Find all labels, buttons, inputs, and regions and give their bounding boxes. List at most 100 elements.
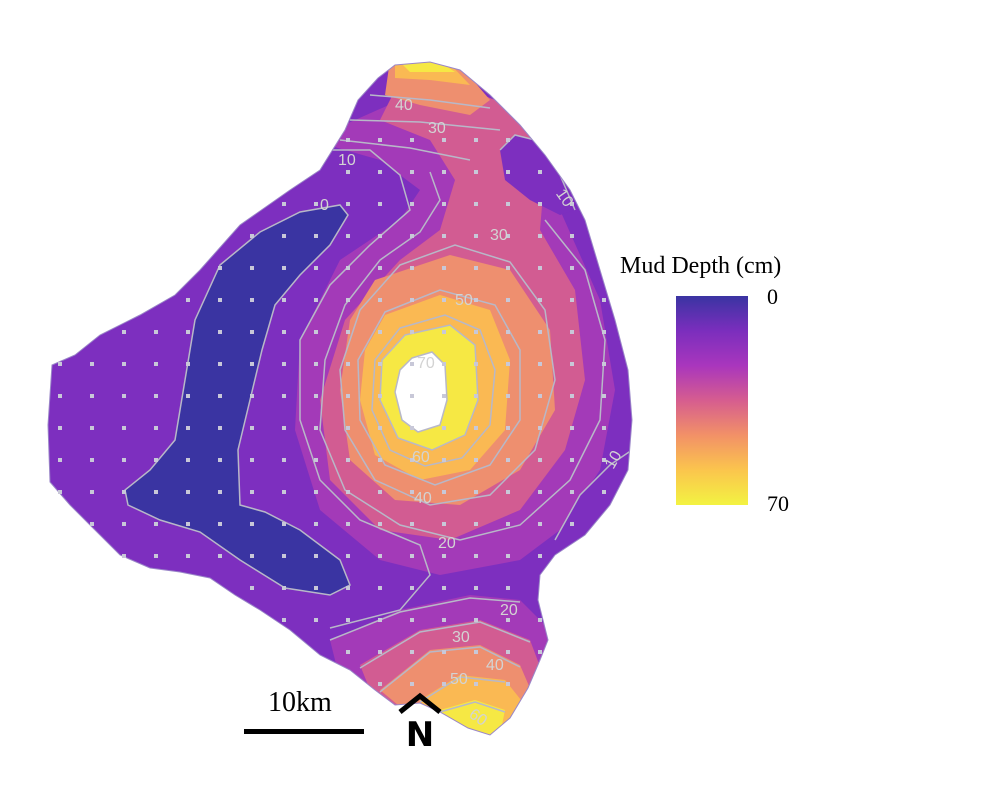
contour-label: 50 (450, 671, 468, 688)
legend-min-label: 0 (767, 284, 778, 309)
sample-point (602, 330, 606, 334)
sample-point (538, 650, 542, 654)
sample-point (346, 458, 350, 462)
contour-label: 10 (602, 448, 626, 472)
sample-point (474, 458, 478, 462)
sample-point (314, 554, 318, 558)
sample-point (538, 266, 542, 270)
sample-point (506, 554, 510, 558)
sample-point (474, 138, 478, 142)
sample-point (186, 458, 190, 462)
sample-point (154, 330, 158, 334)
sample-point (346, 298, 350, 302)
sample-point (506, 266, 510, 270)
sample-point (250, 394, 254, 398)
sample-point (346, 394, 350, 398)
sample-point (506, 458, 510, 462)
sample-point (602, 490, 606, 494)
sample-point (282, 618, 286, 622)
sample-point (378, 522, 382, 526)
sample-point (218, 554, 222, 558)
sample-point (538, 202, 542, 206)
sample-point (506, 618, 510, 622)
sample-point (474, 426, 478, 430)
sample-point (186, 522, 190, 526)
sample-point (378, 682, 382, 686)
sample-point (218, 266, 222, 270)
sample-point (122, 490, 126, 494)
north-arrow-icon: N (398, 692, 442, 748)
sample-point (474, 362, 478, 366)
contour-label: 20 (500, 602, 518, 619)
sample-point (122, 330, 126, 334)
sample-point (474, 586, 478, 590)
sample-point (538, 330, 542, 334)
contour-line-70 (394, 351, 448, 433)
sample-point (506, 138, 510, 142)
sample-point (218, 458, 222, 462)
sample-point (442, 458, 446, 462)
sample-point (602, 298, 606, 302)
sample-point (282, 554, 286, 558)
sample-point (186, 298, 190, 302)
sample-point (90, 362, 94, 366)
sample-point (346, 586, 350, 590)
contour-label: 10 (338, 152, 356, 169)
sample-point (282, 234, 286, 238)
sample-point (378, 618, 382, 622)
contour-label: 30 (490, 227, 508, 244)
sample-point (442, 202, 446, 206)
sample-point (410, 426, 414, 430)
sample-point (410, 554, 414, 558)
contour-label: 30 (452, 629, 470, 646)
sample-point (218, 426, 222, 430)
legend-max-label: 70 (767, 491, 789, 516)
sample-point (250, 490, 254, 494)
sample-point (282, 426, 286, 430)
sample-point (474, 650, 478, 654)
sample-point (538, 394, 542, 398)
sample-point (90, 458, 94, 462)
depth-zone-10-ne (500, 135, 575, 215)
sample-point (154, 426, 158, 430)
sample-point (410, 362, 414, 366)
sample-point (506, 170, 510, 174)
sample-point (378, 650, 382, 654)
sample-point (378, 202, 382, 206)
sample-point (506, 394, 510, 398)
sample-point (346, 522, 350, 526)
sample-point (122, 426, 126, 430)
sample-point (282, 266, 286, 270)
sample-point (442, 650, 446, 654)
sample-point (314, 330, 318, 334)
sample-point (378, 298, 382, 302)
sample-point (442, 618, 446, 622)
sample-point (90, 426, 94, 430)
sample-point (346, 490, 350, 494)
contour-line-10 (299, 149, 431, 629)
sample-point (410, 202, 414, 206)
sample-point (442, 298, 446, 302)
sample-point (506, 298, 510, 302)
sample-point (58, 362, 62, 366)
sample-point (410, 170, 414, 174)
sample-point (186, 554, 190, 558)
sample-point (154, 394, 158, 398)
sample-point (378, 426, 382, 430)
sample-point (570, 490, 574, 494)
sample-point (506, 362, 510, 366)
sample-point (506, 522, 510, 526)
contour-line-20 (319, 171, 606, 541)
sample-point (282, 522, 286, 526)
depth-zone-10-e (555, 450, 632, 545)
sample-point (538, 554, 542, 558)
sample-point (282, 202, 286, 206)
sample-point (250, 266, 254, 270)
sample-point (154, 490, 158, 494)
sample-point (538, 234, 542, 238)
sample-point (410, 298, 414, 302)
sample-point (58, 458, 62, 462)
sample-point (282, 298, 286, 302)
sample-point (186, 330, 190, 334)
sample-point (154, 554, 158, 558)
